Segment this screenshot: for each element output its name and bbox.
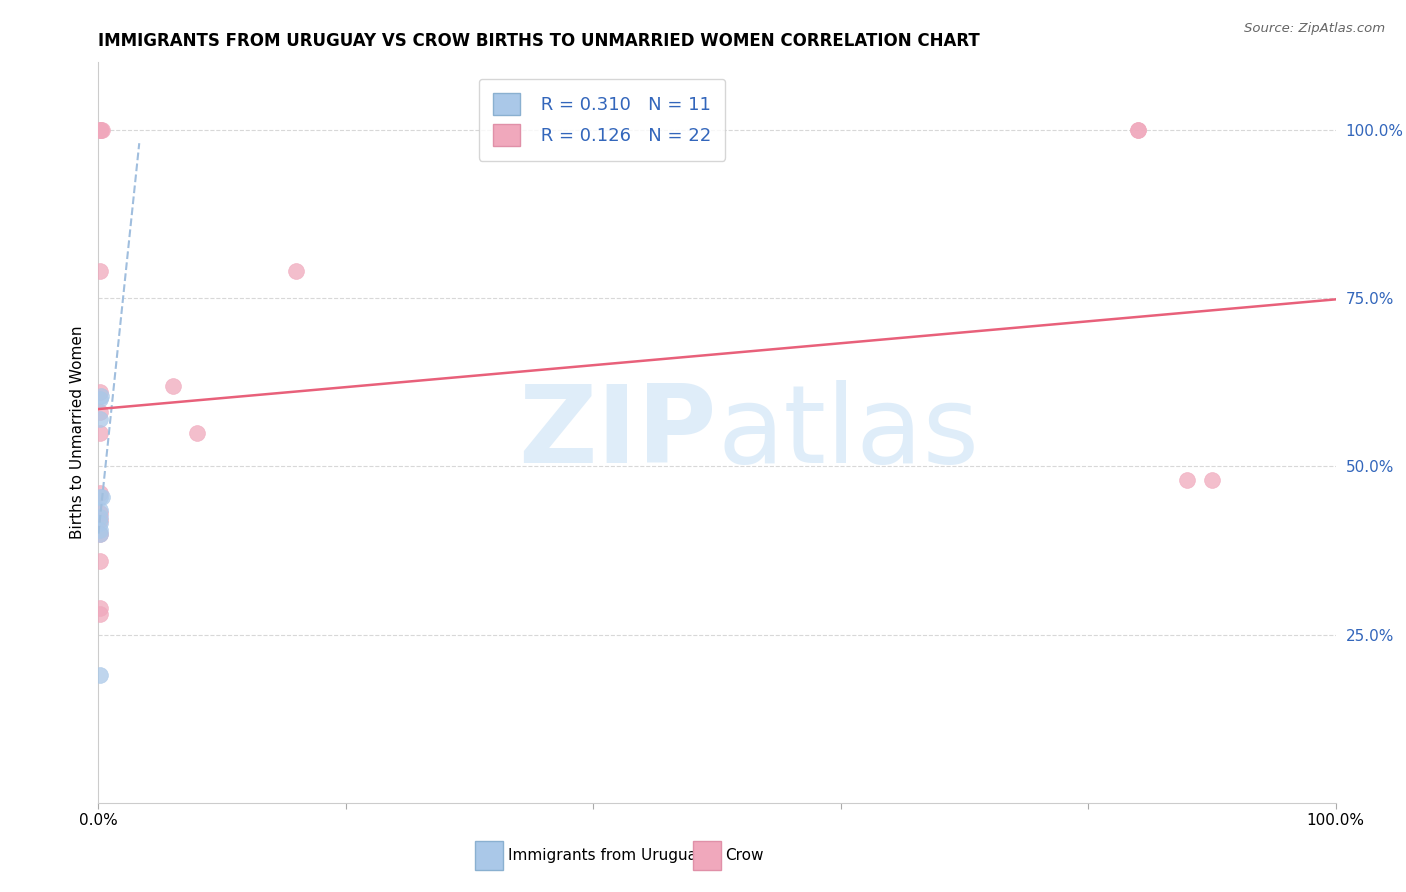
Point (162, 378, 184, 392)
Text: ZIP: ZIP (519, 380, 717, 485)
Text: Immigrants from Uruguay: Immigrants from Uruguay (508, 848, 706, 863)
Point (89, 600, 111, 615)
Point (89, 526, 111, 541)
Point (89, 392, 111, 406)
Point (1126, 122, 1149, 136)
Text: IMMIGRANTS FROM URUGUAY VS CROW BIRTHS TO UNMARRIED WOMEN CORRELATION CHART: IMMIGRANTS FROM URUGUAY VS CROW BIRTHS T… (98, 32, 980, 50)
Point (89, 516, 111, 531)
Point (89, 607, 111, 622)
Point (89, 503, 111, 517)
Point (89, 526, 111, 541)
Point (89, 523, 111, 537)
Point (91, 490, 114, 504)
Point (89, 513, 111, 527)
Y-axis label: Births to Unmarried Women: Births to Unmarried Women (69, 326, 84, 540)
Point (89, 425, 111, 440)
Point (89, 668, 111, 682)
Point (91, 122, 114, 136)
Point (89, 507, 111, 521)
Legend:  R = 0.310   N = 11,  R = 0.126   N = 22: R = 0.310 N = 11, R = 0.126 N = 22 (478, 78, 725, 161)
Point (285, 264, 308, 278)
Point (89, 405, 111, 419)
Point (89, 385, 111, 400)
Point (90, 122, 112, 136)
Point (89, 509, 111, 524)
Point (89, 264, 111, 278)
Point (89, 412, 111, 426)
Point (1126, 122, 1149, 136)
Text: Source: ZipAtlas.com: Source: ZipAtlas.com (1244, 22, 1385, 36)
Point (89, 490, 111, 504)
Point (90, 389, 112, 403)
Point (186, 425, 208, 440)
Point (89, 122, 111, 136)
Point (89, 486, 111, 500)
Point (89, 122, 111, 136)
Text: atlas: atlas (717, 380, 979, 485)
Point (89, 553, 111, 567)
Point (1175, 473, 1198, 487)
Text: Crow: Crow (725, 848, 763, 863)
Point (1201, 473, 1223, 487)
